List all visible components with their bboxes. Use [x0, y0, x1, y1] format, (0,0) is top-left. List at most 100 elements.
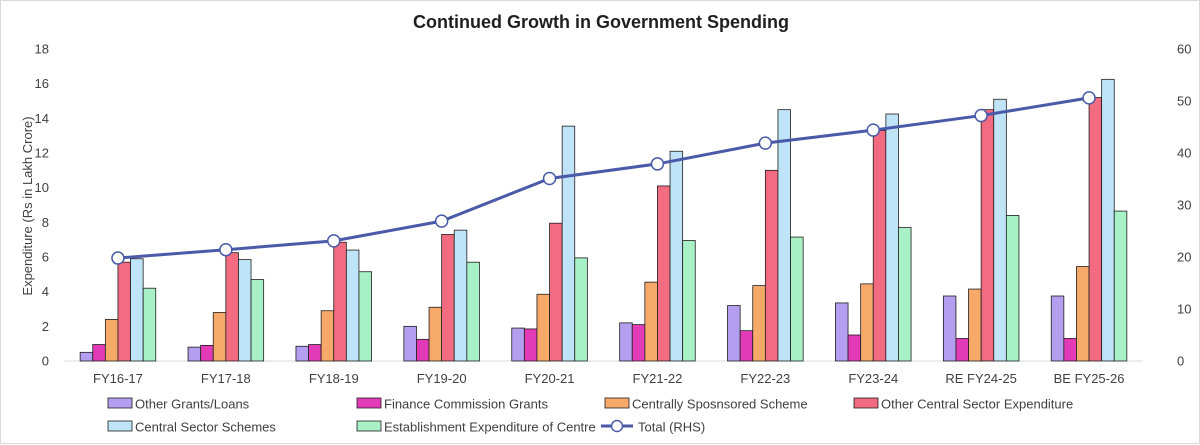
bar-establishment-expenditure-of-centre-fy22-23 — [790, 236, 804, 362]
bar-other-central-sector-expenditure-be-fy25-26 — [1088, 97, 1103, 362]
bar-central-sector-schemes-fy17-18 — [238, 259, 252, 362]
legend-label-total-rhs-: Total (RHS) — [638, 420, 705, 435]
bar-other-grants-loans-fy16-17 — [79, 351, 94, 362]
x-tick-label: FY17-18 — [201, 371, 251, 386]
bar-establishment-expenditure-of-centre-fy20-21 — [574, 257, 588, 362]
bar-centrally-sposnsored-scheme-fy21-22 — [644, 281, 658, 362]
bar-centrally-sposnsored-scheme-fy19-20 — [428, 306, 443, 362]
x-tick-label: FY22-23 — [740, 371, 790, 386]
bar-finance-commission-grants-fy17-18 — [200, 344, 214, 362]
bar-other-grants-loans-fy21-22 — [619, 322, 633, 362]
total-point — [866, 123, 880, 137]
bar-establishment-expenditure-of-centre-be-fy25-26 — [1113, 210, 1128, 362]
bar-central-sector-schemes-re-fy24-25 — [993, 98, 1007, 362]
bar-central-sector-schemes-fy23-24 — [885, 113, 899, 362]
legend-label-other-grants-loans: Other Grants/Loans — [135, 397, 250, 412]
legend-label-establishment-expenditure-of-centre: Establishment Expenditure of Centre — [384, 420, 596, 435]
bar-finance-commission-grants-fy20-21 — [523, 328, 538, 362]
y-tick-label: 2 — [42, 319, 49, 334]
bar-establishment-expenditure-of-centre-fy23-24 — [898, 227, 912, 362]
bar-central-sector-schemes-fy21-22 — [669, 150, 684, 362]
bar-other-grants-loans-fy23-24 — [835, 302, 849, 362]
legend: Other Grants/Loans Finance Commission Gra… — [107, 397, 1073, 435]
bar-finance-commission-grants-be-fy25-26 — [1063, 338, 1077, 362]
bar-other-central-sector-expenditure-re-fy24-25 — [980, 109, 995, 362]
total-point — [111, 251, 125, 265]
bar-other-grants-loans-be-fy25-26 — [1050, 295, 1065, 362]
bar-other-grants-loans-fy17-18 — [187, 346, 202, 362]
y-tick-label: 16 — [35, 76, 49, 91]
legend-label-other-central-sector-expenditure: Other Central Sector Expenditure — [881, 397, 1073, 412]
y2-tick-label: 40 — [1177, 146, 1191, 161]
y-tick-label: 6 — [42, 250, 49, 265]
legend-label-finance-commission-grants: Finance Commission Grants — [384, 397, 548, 412]
legend-label-centrally-sposnsored-scheme: Centrally Sposnsored Scheme — [632, 397, 808, 412]
bar-central-sector-schemes-fy22-23 — [777, 109, 791, 362]
y-tick-label: 14 — [35, 111, 49, 126]
bar-centrally-sposnsored-scheme-fy22-23 — [752, 285, 766, 362]
x-tick-label: FY19-20 — [417, 371, 467, 386]
bar-other-grants-loans-fy19-20 — [403, 325, 417, 362]
y2-tick-label: 50 — [1177, 94, 1191, 109]
legend-swatch-other-central-sector-expenditure — [853, 397, 879, 409]
bar-finance-commission-grants-fy19-20 — [416, 338, 430, 362]
y2-tick-label: 20 — [1177, 250, 1191, 265]
bar-central-sector-schemes-fy18-19 — [345, 249, 360, 362]
bar-other-central-sector-expenditure-fy21-22 — [657, 185, 671, 362]
y-axis-label: Expenditure (Rs in Lakh Crore) — [20, 116, 35, 295]
x-tick-label: FY20-21 — [525, 371, 575, 386]
bar-establishment-expenditure-of-centre-re-fy24-25 — [1005, 214, 1020, 362]
bar-other-grants-loans-fy20-21 — [511, 327, 525, 362]
y-tick-label: 18 — [35, 42, 49, 57]
y-tick-label: 12 — [35, 146, 49, 161]
x-tick-label: FY21-22 — [633, 371, 683, 386]
legend-label-central-sector-schemes: Central Sector Schemes — [135, 420, 276, 435]
legend-swatch-centrally-sposnsored-scheme — [604, 397, 630, 409]
bar-centrally-sposnsored-scheme-fy20-21 — [536, 293, 550, 362]
legend-swatch-establishment-expenditure-of-centre — [356, 420, 382, 432]
bar-finance-commission-grants-fy21-22 — [631, 324, 646, 362]
bar-establishment-expenditure-of-centre-fy16-17 — [142, 287, 157, 362]
bar-centrally-sposnsored-scheme-be-fy25-26 — [1076, 266, 1090, 362]
x-tick-label: RE FY24-25 — [945, 371, 1017, 386]
bar-other-central-sector-expenditure-fy16-17 — [117, 261, 131, 362]
bar-other-central-sector-expenditure-fy18-19 — [333, 241, 347, 362]
legend-swatch-finance-commission-grants — [356, 397, 382, 409]
bar-other-central-sector-expenditure-fy17-18 — [225, 252, 239, 362]
x-tick-label: FY23-24 — [848, 371, 898, 386]
bar-finance-commission-grants-fy23-24 — [847, 334, 862, 362]
bar-other-central-sector-expenditure-fy23-24 — [872, 130, 887, 362]
x-axis-ticks: FY16-17 FY17-18 FY18-19 FY19-20 FY20-21 FY21-… — [93, 371, 1124, 386]
y2-tick-label: 0 — [1177, 354, 1184, 369]
y-tick-label: 10 — [35, 180, 49, 195]
bar-establishment-expenditure-of-centre-fy17-18 — [250, 279, 265, 362]
bar-other-central-sector-expenditure-fy22-23 — [764, 169, 779, 362]
chart-title: Continued Growth in Government Spending — [413, 12, 789, 32]
bar-central-sector-schemes-fy16-17 — [130, 258, 144, 362]
total-point — [974, 108, 988, 123]
x-tick-label: FY16-17 — [93, 371, 143, 386]
bar-finance-commission-grants-fy22-23 — [739, 330, 754, 362]
bars — [79, 78, 1128, 362]
legend-swatch-other-grants-loans — [107, 397, 133, 409]
bar-central-sector-schemes-be-fy25-26 — [1101, 78, 1115, 362]
bar-finance-commission-grants-fy16-17 — [92, 344, 106, 362]
bar-other-grants-loans-re-fy24-25 — [942, 295, 957, 362]
bar-centrally-sposnsored-scheme-re-fy24-25 — [968, 288, 982, 362]
total-point — [758, 136, 773, 150]
total-line — [111, 91, 1096, 265]
total-point — [219, 242, 233, 257]
bar-centrally-sposnsored-scheme-fy16-17 — [104, 318, 119, 362]
bar-establishment-expenditure-of-centre-fy21-22 — [682, 240, 696, 362]
y-tick-label: 4 — [42, 284, 49, 299]
total-point — [1082, 91, 1096, 105]
total-point — [650, 157, 665, 171]
x-tick-label: FY18-19 — [309, 371, 359, 386]
y2-tick-label: 60 — [1177, 42, 1191, 57]
bar-establishment-expenditure-of-centre-fy19-20 — [466, 261, 480, 362]
y-tick-label: 0 — [42, 354, 49, 369]
bar-other-grants-loans-fy18-19 — [295, 345, 309, 362]
legend-swatch-central-sector-schemes — [107, 420, 133, 432]
